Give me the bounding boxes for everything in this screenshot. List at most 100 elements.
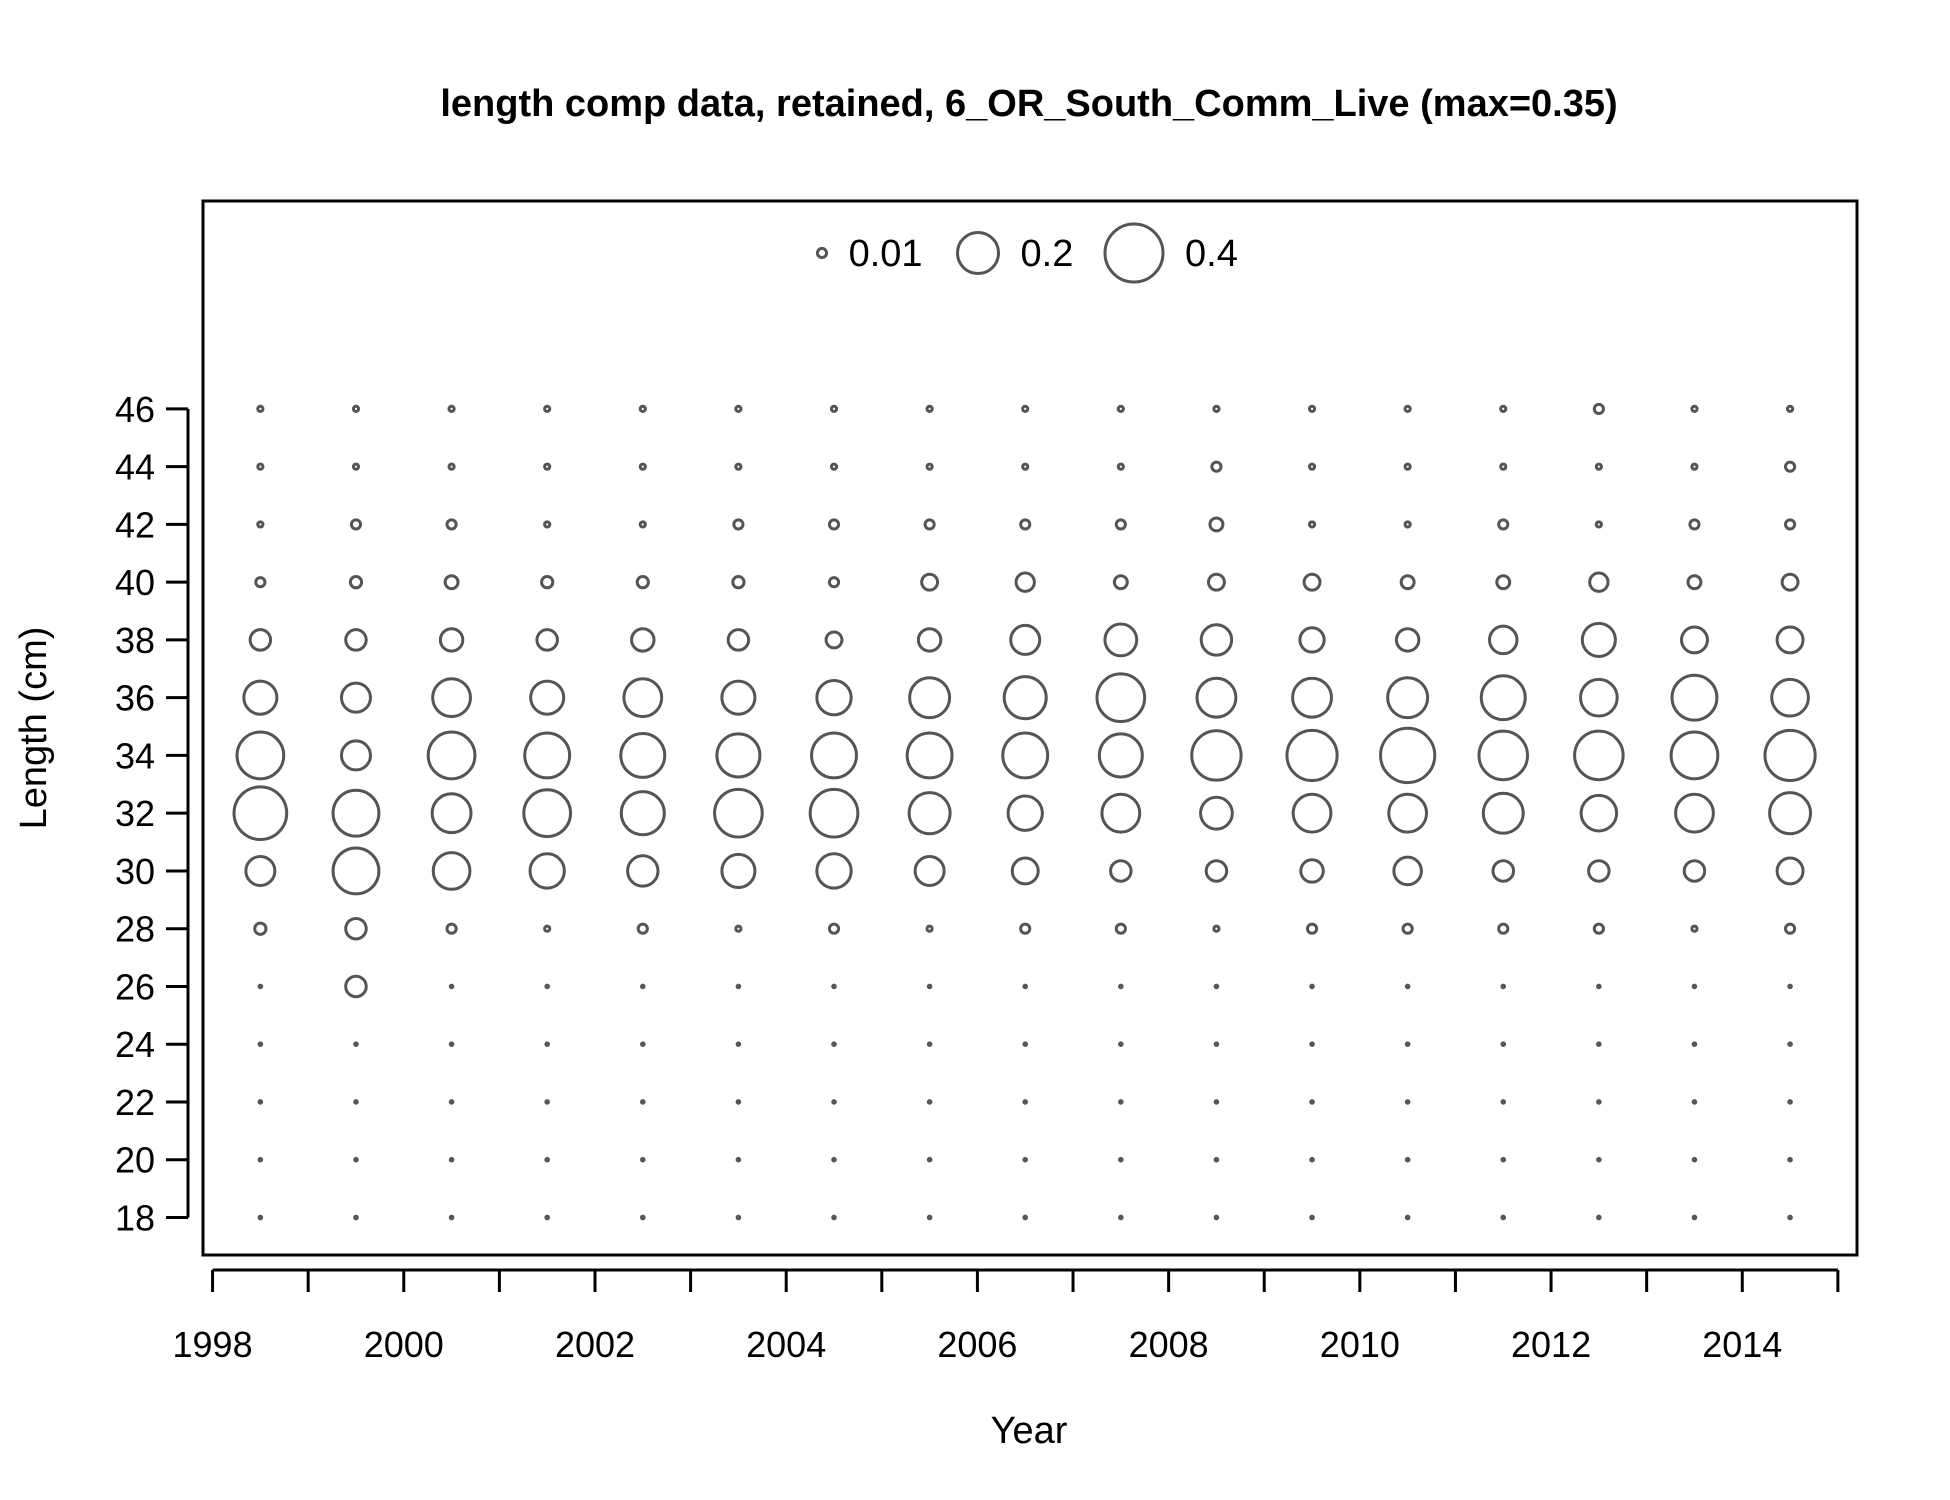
bubble-point <box>639 1099 646 1105</box>
y-tick-label: 32 <box>115 793 155 834</box>
bubble-point <box>1596 983 1602 990</box>
y-tick-label: 22 <box>115 1082 155 1123</box>
bubble-point <box>1770 677 1810 718</box>
bubble-point <box>344 628 368 652</box>
bubble-point <box>1775 856 1805 886</box>
bubble-point <box>1401 922 1414 935</box>
y-tick-label: 24 <box>115 1024 155 1065</box>
bubble-point <box>448 1099 455 1105</box>
x-tick-label: 1998 <box>173 1324 253 1365</box>
bubble-point <box>544 1041 550 1047</box>
bubble-point <box>348 575 364 590</box>
bubble-point <box>1118 1156 1124 1163</box>
y-tick-label: 18 <box>115 1197 155 1238</box>
bubble-point <box>1579 793 1619 833</box>
bubble-point <box>339 739 372 772</box>
bubble-point <box>1022 1214 1029 1221</box>
bubble-point <box>831 1214 837 1221</box>
bubble-point <box>544 1099 550 1105</box>
bubble-point <box>431 677 472 719</box>
bubble-point <box>1307 520 1317 529</box>
bubble-point <box>1291 792 1333 834</box>
bubble-point <box>438 627 465 653</box>
bubble-point <box>1497 922 1510 935</box>
bubble-point <box>1690 404 1699 414</box>
bubble-point <box>543 404 552 414</box>
bubble-point <box>445 518 458 531</box>
bubble-point <box>1487 624 1519 656</box>
bubble-point <box>1481 791 1525 835</box>
bubble-point <box>926 983 933 990</box>
bubble-point <box>1014 571 1036 593</box>
bubble-point <box>1118 983 1124 990</box>
bubble-point <box>339 681 372 714</box>
bubble-point <box>1302 572 1322 592</box>
bubble-point <box>1002 675 1048 721</box>
bubble-point <box>344 974 368 999</box>
bubble-point <box>1404 1214 1411 1221</box>
x-tick-label: 2008 <box>1129 1324 1209 1365</box>
bubble-point <box>1208 516 1225 533</box>
bubble-point <box>827 576 841 589</box>
bubble-point <box>1210 460 1223 473</box>
bubble-point <box>920 572 940 592</box>
bubble-point <box>1118 1041 1124 1047</box>
bubble-point <box>1500 983 1507 990</box>
bubble-point <box>1588 571 1610 593</box>
bubble-point <box>543 924 552 933</box>
bubble-point <box>831 1156 837 1163</box>
bubble-point <box>734 462 743 471</box>
bubble-point <box>256 404 265 414</box>
bubble-point <box>1783 518 1797 531</box>
bubble-point <box>445 922 458 935</box>
bubble-point <box>815 679 853 717</box>
bubble-point <box>540 575 555 590</box>
bubble-point <box>1691 1214 1698 1221</box>
bubble-point <box>426 730 477 781</box>
bubble-point <box>1404 1099 1411 1105</box>
y-tick-label: 36 <box>115 678 155 719</box>
bubble-point <box>1213 983 1220 990</box>
bubble-point <box>913 854 946 887</box>
bubble-point <box>1787 1214 1793 1221</box>
bubble-point <box>1763 728 1817 783</box>
bubble-point <box>1596 1156 1602 1163</box>
bubble-point <box>1787 1156 1793 1163</box>
bubble-point <box>1298 626 1326 654</box>
bubble-point <box>1213 1099 1220 1105</box>
bubble-point <box>1021 404 1030 414</box>
bubble-point <box>925 404 934 414</box>
legend-symbol <box>955 230 1001 276</box>
bubble-point <box>1780 572 1800 592</box>
bubble-point <box>1307 404 1317 414</box>
y-tick-label: 26 <box>115 966 155 1007</box>
y-tick-label: 34 <box>115 735 155 776</box>
bubble-point <box>448 1041 455 1047</box>
bubble-point <box>1206 572 1226 592</box>
bubble-point <box>244 854 277 887</box>
y-tick-label: 42 <box>115 504 155 545</box>
bubble-point <box>1403 404 1412 414</box>
bubble-point <box>1594 520 1603 529</box>
bubble-point <box>349 518 363 531</box>
bubble-point <box>1212 404 1221 414</box>
bubble-point <box>713 787 764 839</box>
bubble-point <box>1768 791 1813 836</box>
bubble-point <box>1691 1156 1698 1163</box>
bubble-point <box>1103 622 1139 658</box>
bubble-point <box>1307 462 1317 471</box>
legend: 0.01 0.2 0.4 <box>815 222 1238 284</box>
bubble-point <box>1500 1156 1507 1163</box>
bubble-point <box>1309 983 1315 990</box>
bubble-point <box>1299 858 1325 884</box>
bubble-point <box>257 1214 264 1221</box>
bubble-point <box>523 731 572 780</box>
bubble-point <box>735 1214 742 1221</box>
y-axis-label: Length (cm) <box>13 627 55 830</box>
bubble-point <box>1787 1099 1793 1105</box>
bubble-point <box>1190 729 1243 782</box>
bubble-point <box>1399 574 1416 591</box>
x-tick-label: 2006 <box>937 1324 1017 1365</box>
y-tick-label: 28 <box>115 909 155 950</box>
